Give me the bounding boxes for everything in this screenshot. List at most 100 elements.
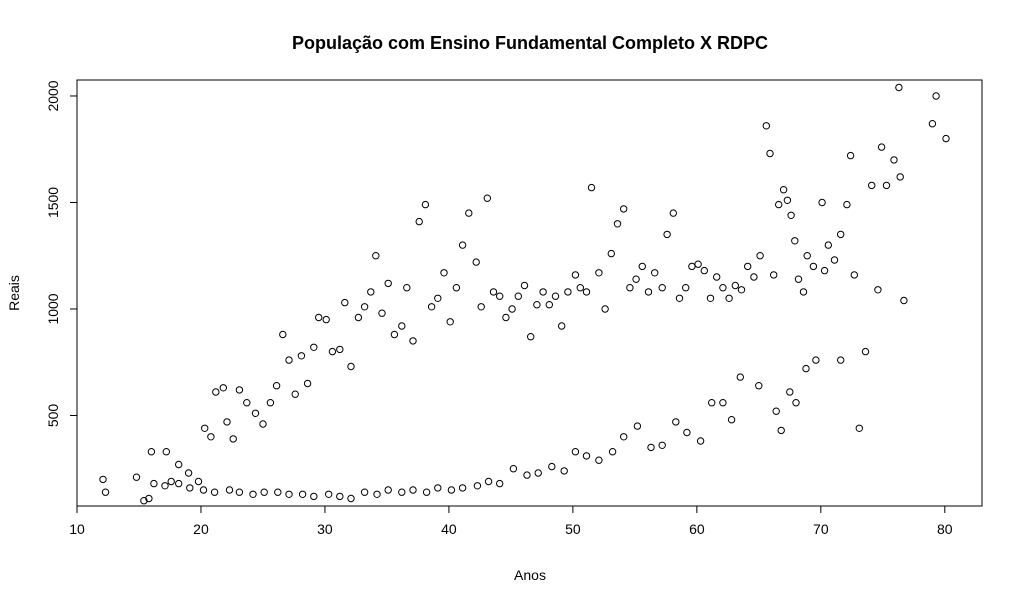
data-point <box>373 490 381 498</box>
y-tick-label: 1000 <box>45 293 61 324</box>
data-point <box>325 490 333 498</box>
data-point <box>427 303 436 311</box>
data-point <box>207 433 215 441</box>
data-point <box>101 488 110 496</box>
data-point <box>534 469 542 477</box>
data-point <box>783 196 792 205</box>
data-point <box>874 286 882 294</box>
data-point <box>360 488 369 496</box>
data-point <box>434 294 442 302</box>
data-point <box>212 388 220 396</box>
data-point <box>458 241 467 249</box>
data-point <box>167 477 175 486</box>
data-point <box>576 284 584 292</box>
data-point <box>850 271 858 279</box>
data-point <box>809 262 818 271</box>
data-point <box>595 456 603 464</box>
data-point <box>725 294 733 302</box>
data-point <box>175 479 183 488</box>
data-point <box>310 343 318 351</box>
data-point <box>367 288 375 296</box>
data-point <box>620 433 628 441</box>
data-point <box>896 173 904 181</box>
data-point <box>150 479 158 488</box>
data-point <box>229 435 237 443</box>
data-point <box>633 422 642 430</box>
data-point <box>799 288 808 296</box>
data-point <box>571 448 580 456</box>
data-point <box>184 469 193 477</box>
data-point <box>347 494 355 503</box>
x-tick-label: 10 <box>69 521 85 537</box>
data-point <box>409 486 417 494</box>
data-point <box>658 441 666 449</box>
data-point <box>843 200 851 209</box>
data-point <box>601 305 609 313</box>
data-point <box>390 330 399 339</box>
data-point <box>272 382 281 390</box>
data-point <box>545 301 553 309</box>
data-point <box>890 156 898 164</box>
data-point <box>868 181 876 190</box>
data-point <box>508 305 516 313</box>
data-point <box>473 482 482 490</box>
data-point <box>803 252 811 260</box>
data-point <box>755 382 763 390</box>
data-point <box>452 284 461 292</box>
data-point <box>663 230 671 239</box>
data-point <box>266 399 275 407</box>
data-point <box>669 209 677 217</box>
y-tick-label: 500 <box>45 404 61 428</box>
data-point <box>447 486 456 494</box>
data-point <box>846 151 855 160</box>
data-point <box>736 373 744 381</box>
data-point <box>688 262 696 271</box>
data-point <box>484 477 493 486</box>
data-point <box>315 313 323 322</box>
data-point <box>384 486 392 494</box>
data-point <box>683 428 691 437</box>
data-point <box>696 437 705 445</box>
data-point <box>777 426 785 435</box>
data-point <box>527 333 535 341</box>
x-tick-label: 50 <box>565 521 581 537</box>
data-point <box>260 488 268 496</box>
data-point <box>291 390 299 398</box>
data-point <box>837 230 845 239</box>
data-point <box>384 279 392 288</box>
data-point <box>225 486 234 494</box>
data-point <box>235 488 244 496</box>
data-point <box>132 473 141 481</box>
data-point <box>587 183 596 192</box>
data-point <box>421 200 430 209</box>
data-point <box>932 92 940 100</box>
data-point <box>694 260 702 268</box>
data-point <box>458 484 467 492</box>
data-point <box>792 399 800 407</box>
data-point <box>354 313 363 322</box>
data-point <box>509 465 518 473</box>
data-point <box>658 284 666 292</box>
data-point <box>830 256 839 264</box>
data-point <box>219 384 228 392</box>
data-point <box>719 399 727 407</box>
data-point <box>766 149 774 158</box>
data-point <box>861 347 870 356</box>
data-point <box>223 418 231 426</box>
x-tick-label: 30 <box>317 521 333 537</box>
data-point <box>403 284 411 292</box>
data-point <box>613 220 622 228</box>
data-point <box>341 298 349 307</box>
data-point <box>762 122 770 130</box>
data-point <box>837 356 845 364</box>
data-point <box>744 262 752 271</box>
data-point <box>560 467 568 475</box>
data-point <box>251 409 260 417</box>
x-tick-label: 40 <box>441 521 457 537</box>
data-point <box>644 288 653 296</box>
data-point <box>608 448 617 456</box>
data-point <box>446 318 454 326</box>
data-point <box>186 484 194 492</box>
data-point <box>472 258 480 266</box>
